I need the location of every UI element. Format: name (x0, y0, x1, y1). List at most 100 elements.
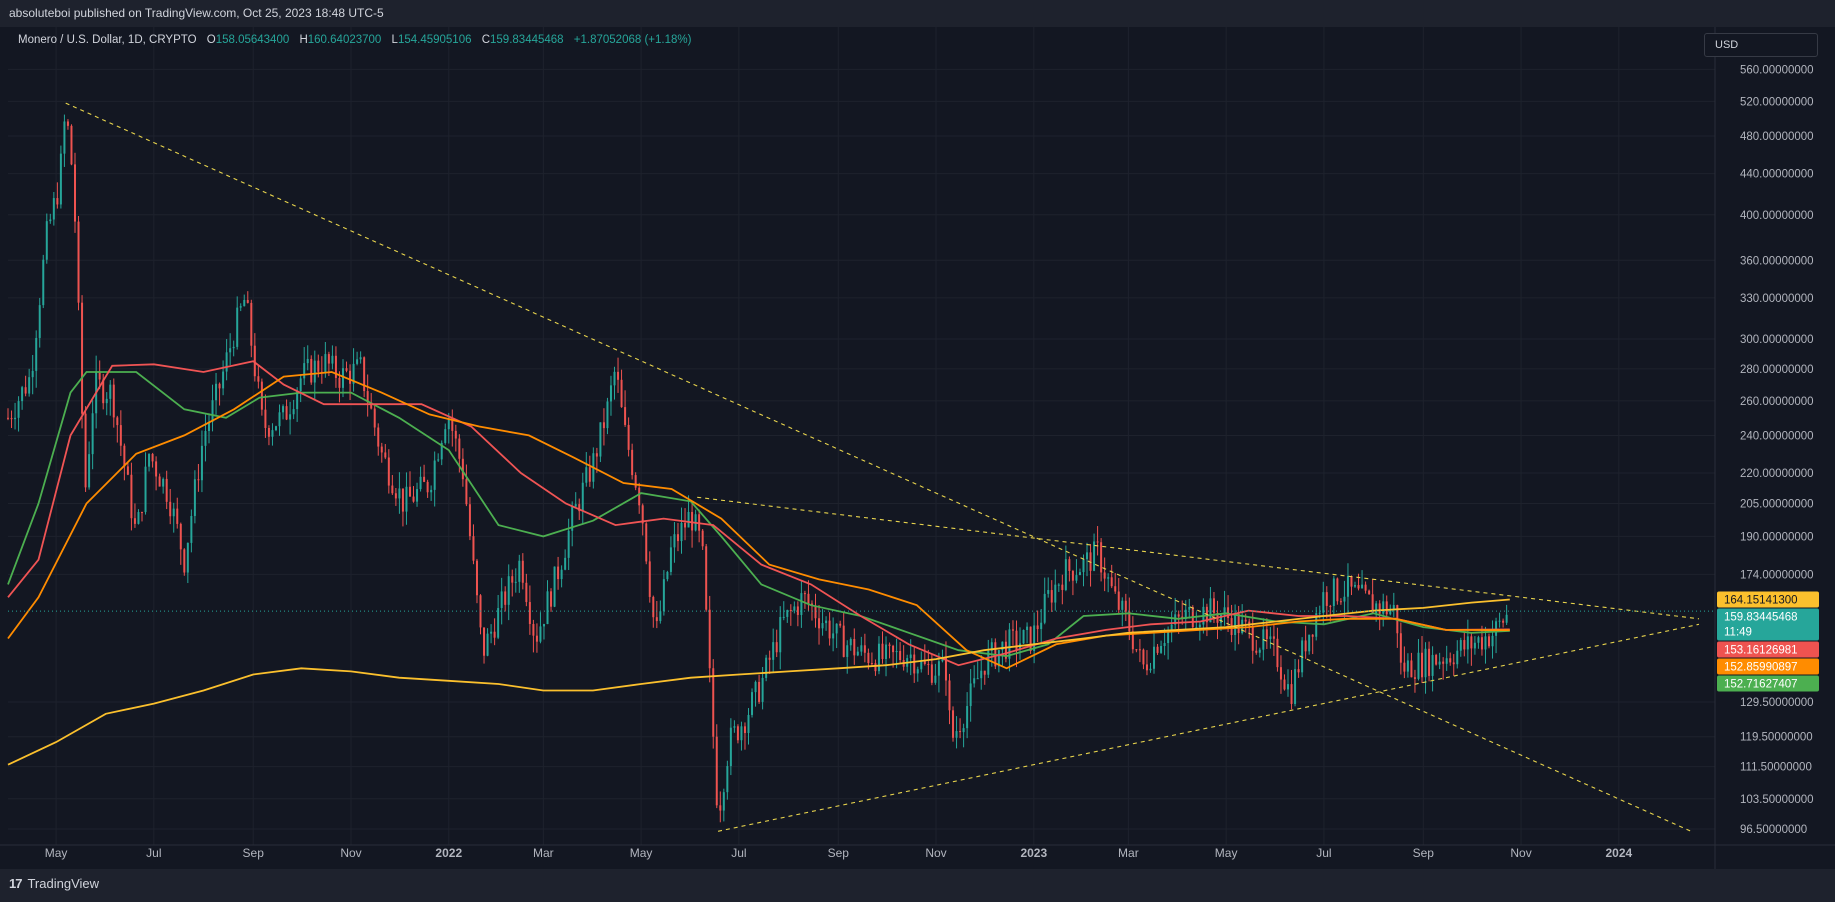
candle-body (461, 458, 464, 480)
candle-body (1354, 585, 1357, 587)
candle-body (222, 371, 225, 389)
candle-body (955, 731, 958, 738)
candle-body (1043, 593, 1046, 623)
candle-body (1149, 668, 1152, 671)
candle-body (634, 475, 637, 488)
candle-body (937, 661, 940, 676)
low-value: 154.45905106 (397, 34, 472, 46)
candle-body (264, 409, 267, 428)
candle-body (920, 660, 923, 670)
symbol-name[interactable]: Monero / U.S. Dollar, 1D, CRYPTO (18, 34, 197, 46)
candle-body (747, 714, 750, 734)
y-tick-label: 240.00000000 (1740, 430, 1814, 442)
candle-body (874, 663, 877, 672)
y-tick-label: 96.50000000 (1740, 824, 1807, 836)
candle-body (648, 561, 651, 597)
candle-body (578, 504, 581, 512)
candle-body (28, 377, 31, 394)
candle-body (356, 359, 359, 364)
candle-body (1466, 636, 1469, 650)
candle-body (232, 346, 235, 349)
candle-body (1371, 594, 1374, 614)
candle-body (1029, 626, 1032, 651)
y-tick-label: 103.50000000 (1740, 794, 1814, 806)
candle-body (1368, 590, 1371, 595)
candle-body (207, 421, 210, 432)
candle-body (352, 363, 355, 384)
candle-body (299, 378, 302, 392)
candle-body (296, 391, 299, 410)
candle-body (465, 479, 468, 505)
candle-body (1001, 641, 1004, 651)
price-tag (1717, 658, 1819, 675)
candle-body (1107, 577, 1110, 579)
candle-body (1318, 612, 1321, 614)
candle-body (1424, 648, 1427, 678)
candle-body (680, 522, 683, 542)
candle-body (620, 379, 623, 408)
candle-body (215, 383, 218, 401)
currency-button[interactable]: USD (1704, 33, 1818, 57)
candle-body (493, 631, 496, 638)
candle-body (976, 678, 979, 680)
candle-body (1410, 660, 1413, 678)
candle-body (740, 726, 743, 741)
candle-body (800, 593, 803, 615)
candle-body (1322, 592, 1325, 613)
candle-body (14, 417, 17, 420)
candle-body (1283, 679, 1286, 690)
candle-body (754, 681, 757, 693)
price-axis (1715, 27, 1835, 869)
candle-body (595, 453, 598, 457)
symbol-legend: Monero / U.S. Dollar, 1D, CRYPTO O158.05… (18, 34, 691, 46)
candle-body (1287, 684, 1290, 690)
candle-body (105, 398, 108, 404)
candle-body (123, 445, 126, 467)
candle-body (1438, 661, 1441, 665)
candle-body (1385, 601, 1388, 615)
candle-body (751, 692, 754, 715)
candle-body (126, 466, 129, 475)
candle-body (1177, 614, 1180, 617)
candle-body (1004, 641, 1007, 659)
y-tick-label: 400.00000000 (1740, 210, 1814, 222)
candle-body (1329, 605, 1332, 607)
candle-body (1399, 633, 1402, 663)
y-tick-label: 174.00000000 (1740, 569, 1814, 581)
tradingview-brand[interactable]: 17 TradingView (9, 876, 99, 891)
candle-body (24, 387, 27, 394)
candle-body (1452, 662, 1455, 665)
candle-body (310, 358, 313, 383)
publish-bar: absoluteboi published on TradingView.com… (0, 0, 1835, 27)
candle-body (116, 417, 119, 426)
candle-body (1315, 613, 1318, 637)
candle-body (789, 610, 792, 612)
candle-body (1167, 629, 1170, 644)
candle-body (546, 591, 549, 625)
candle-body (888, 644, 891, 646)
candle-body (440, 442, 443, 460)
candle-body (969, 683, 972, 707)
candle-body (10, 418, 13, 420)
candle-body (243, 299, 246, 307)
candle-body (112, 384, 115, 418)
candle-body (1449, 658, 1452, 663)
candle-body (1413, 677, 1416, 679)
candle-body (21, 387, 24, 402)
candle-body (1174, 614, 1177, 625)
high-label: H (299, 34, 308, 46)
candle-body (807, 593, 810, 604)
moving-average-line-3 (7, 371, 1510, 670)
y-tick-label: 300.00000000 (1740, 334, 1814, 346)
candle-body (772, 642, 775, 660)
candle-body (1361, 584, 1364, 589)
candle-body (909, 654, 912, 659)
candle-body (521, 560, 524, 583)
candle-body (1346, 575, 1349, 597)
candle-body (278, 412, 281, 427)
candle-body (179, 523, 182, 550)
candle-body (585, 467, 588, 483)
candle-body (983, 670, 986, 675)
candle-body (91, 413, 94, 455)
